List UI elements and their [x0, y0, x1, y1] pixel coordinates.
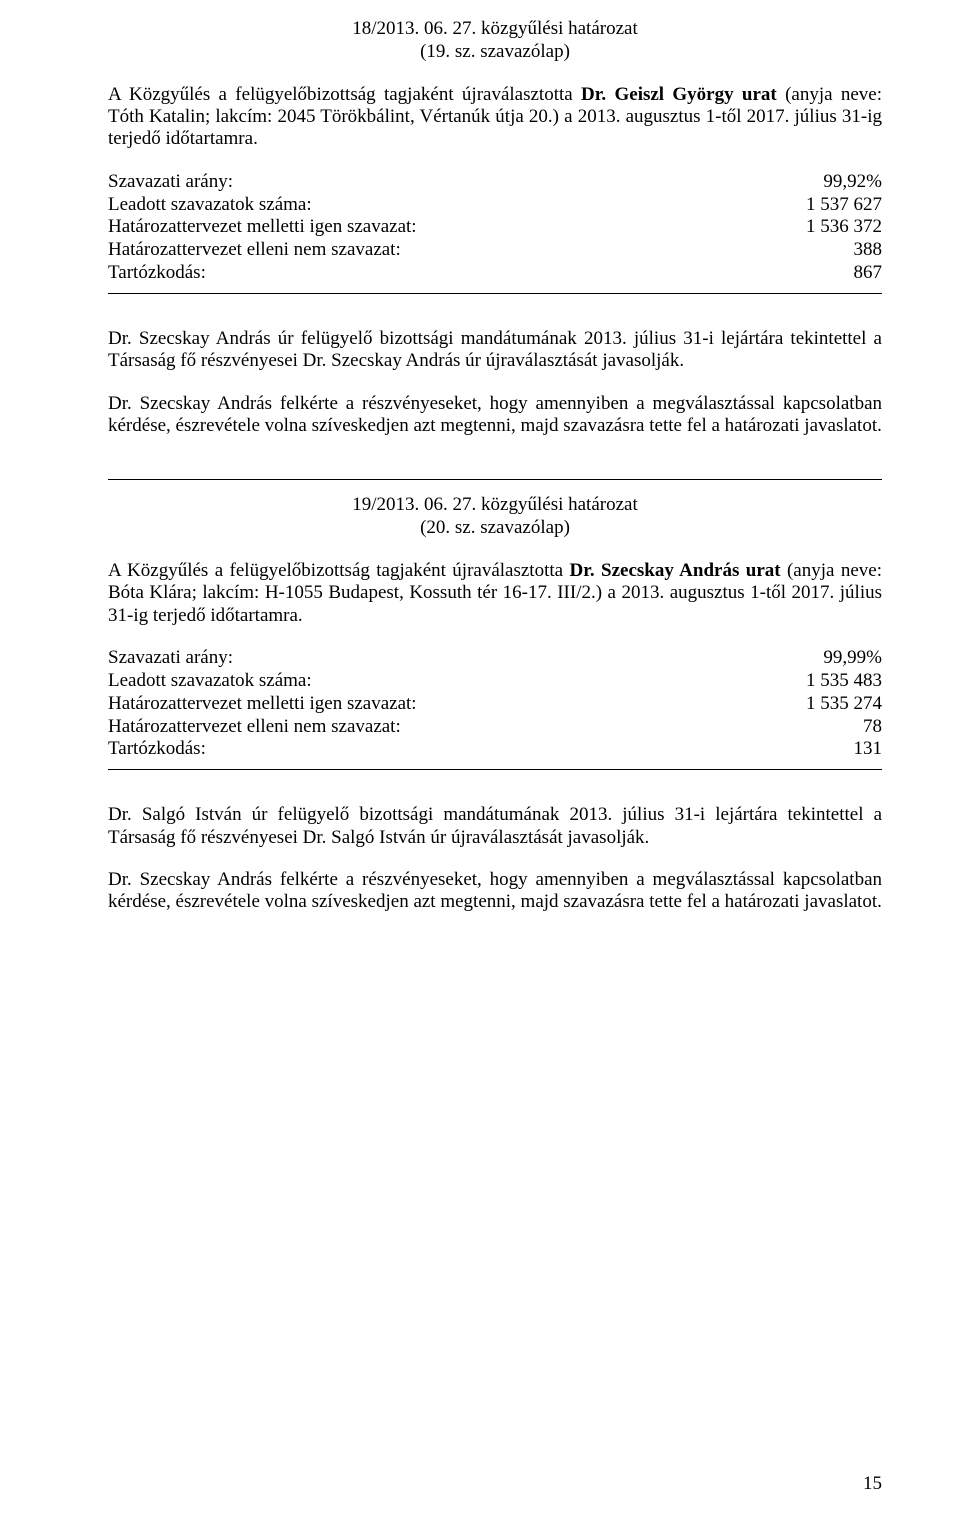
res18-vote-table: Szavazati arány:99,92%Leadott szavazatok…: [108, 171, 882, 285]
vote-label: Határozattervezet melletti igen szavazat…: [108, 216, 729, 239]
vote-value: 1 536 372: [729, 216, 882, 239]
spacer: [108, 437, 882, 471]
vote-value: 1 535 274: [729, 693, 882, 716]
res19-paragraph: A Közgyűlés a felügyelőbizottság tagjaké…: [108, 560, 882, 627]
vote-row: Szavazati arány:99,99%: [108, 647, 882, 670]
res19-vote-body: Szavazati arány:99,99%Leadott szavazatok…: [108, 647, 882, 761]
res19-title-line1: 19/2013. 06. 27. közgyűlési határozat: [108, 494, 882, 517]
vote-label: Szavazati arány:: [108, 171, 729, 194]
vote-value: 99,99%: [729, 647, 882, 670]
vote-label: Tartózkodás:: [108, 262, 729, 285]
document-page: 18/2013. 06. 27. közgyűlési határozat (1…: [0, 0, 960, 1525]
vote-row: Határozattervezet elleni nem szavazat:38…: [108, 239, 882, 262]
vote-row: Határozattervezet melletti igen szavazat…: [108, 216, 882, 239]
vote-label: Határozattervezet melletti igen szavazat…: [108, 693, 729, 716]
vote-value: 1 537 627: [729, 194, 882, 217]
vote-value: 131: [729, 738, 882, 761]
vote-value: 867: [729, 262, 882, 285]
res19-para-pre: A Közgyűlés a felügyelőbizottság tagjaké…: [108, 560, 569, 581]
spacer: [108, 480, 882, 494]
res18-paragraph: A Közgyűlés a felügyelőbizottság tagjaké…: [108, 84, 882, 151]
vote-row: Leadott szavazatok száma:1 535 483: [108, 670, 882, 693]
vote-row: Tartózkodás:131: [108, 738, 882, 761]
vote-row: Tartózkodás:867: [108, 262, 882, 285]
vote-row: Határozattervezet elleni nem szavazat:78: [108, 716, 882, 739]
res18-para-pre: A Közgyűlés a felügyelőbizottság tagjaké…: [108, 84, 581, 105]
vote-label: Határozattervezet elleni nem szavazat:: [108, 239, 729, 262]
res19-vote-table: Szavazati arány:99,99%Leadott szavazatok…: [108, 647, 882, 761]
vote-row: Határozattervezet melletti igen szavazat…: [108, 693, 882, 716]
spacer: [108, 294, 882, 328]
mid-para2: Dr. Szecskay András felkérte a részvénye…: [108, 393, 882, 438]
res18-para-bold: Dr. Geiszl György urat: [581, 84, 777, 105]
res18-title-line2: (19. sz. szavazólap): [108, 41, 882, 64]
tail-para2: Dr. Szecskay András felkérte a részvénye…: [108, 869, 882, 914]
vote-value: 1 535 483: [729, 670, 882, 693]
vote-row: Szavazati arány:99,92%: [108, 171, 882, 194]
res19-para-bold: Dr. Szecskay András urat: [569, 560, 780, 581]
vote-value: 99,92%: [729, 171, 882, 194]
vote-label: Leadott szavazatok száma:: [108, 670, 729, 693]
spacer: [108, 770, 882, 804]
tail-para1: Dr. Salgó István úr felügyelő bizottsági…: [108, 804, 882, 849]
vote-label: Határozattervezet elleni nem szavazat:: [108, 716, 729, 739]
page-number: 15: [863, 1473, 882, 1495]
vote-value: 388: [729, 239, 882, 262]
res18-title-line1: 18/2013. 06. 27. közgyűlési határozat: [108, 18, 882, 41]
vote-row: Leadott szavazatok száma:1 537 627: [108, 194, 882, 217]
vote-label: Tartózkodás:: [108, 738, 729, 761]
res18-vote-body: Szavazati arány:99,92%Leadott szavazatok…: [108, 171, 882, 285]
vote-value: 78: [729, 716, 882, 739]
mid-para1: Dr. Szecskay András úr felügyelő bizotts…: [108, 328, 882, 373]
vote-label: Leadott szavazatok száma:: [108, 194, 729, 217]
vote-label: Szavazati arány:: [108, 647, 729, 670]
res19-title-line2: (20. sz. szavazólap): [108, 517, 882, 540]
